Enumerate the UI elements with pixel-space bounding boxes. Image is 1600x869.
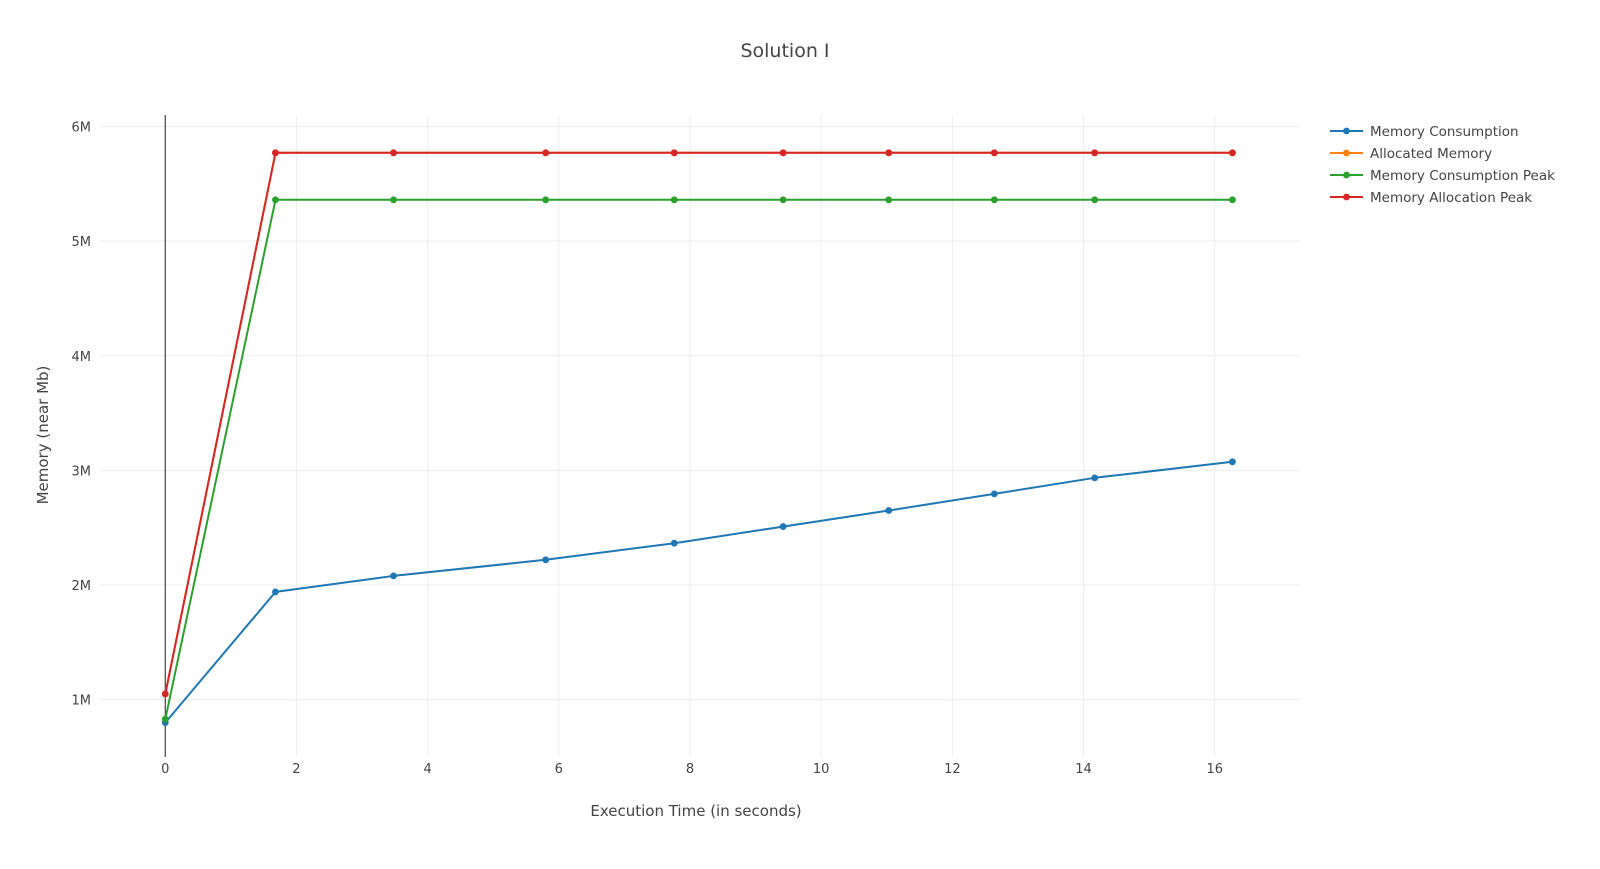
y-tick-label: 4M	[72, 350, 92, 365]
x-tick-label: 14	[1075, 762, 1092, 777]
legend-label: Allocated Memory	[1370, 146, 1492, 162]
data-point	[161, 690, 169, 698]
y-tick-label: 6M	[72, 120, 92, 135]
data-point	[779, 196, 787, 204]
data-point	[1229, 196, 1236, 204]
data-point	[272, 196, 279, 204]
y-tick-label: 3M	[72, 464, 92, 479]
legend-swatch-marker	[1343, 149, 1350, 157]
series-3	[161, 149, 1236, 698]
data-point	[1229, 149, 1236, 157]
x-tick-label: 6	[555, 762, 563, 777]
legend-item: Memory Consumption Peak	[1330, 168, 1555, 184]
series-2	[161, 196, 1236, 723]
data-point	[885, 196, 893, 204]
chart-title: Solution I	[740, 40, 829, 62]
grid-layer	[100, 115, 1300, 757]
data-point	[272, 149, 279, 157]
data-point	[990, 149, 998, 157]
x-tick-label: 8	[686, 762, 694, 777]
legend-swatch-marker	[1343, 127, 1350, 135]
data-point	[670, 196, 678, 204]
y-axis-title: Memory (near Mb)	[34, 366, 52, 505]
data-point	[542, 196, 550, 204]
y-tick-label: 5M	[72, 235, 92, 250]
data-point	[779, 149, 787, 157]
x-tick-label: 2	[292, 762, 300, 777]
y-tick-label: 2M	[72, 579, 92, 594]
data-point	[990, 196, 998, 204]
series-layer	[161, 149, 1236, 727]
data-point	[779, 523, 787, 530]
x-tick-label: 4	[423, 762, 431, 777]
legend-swatch-marker	[1343, 193, 1350, 201]
data-point	[390, 149, 397, 157]
data-point	[1091, 474, 1099, 482]
x-tick-label: 12	[944, 762, 961, 777]
data-point	[885, 149, 893, 157]
legend-item: Memory Consumption	[1330, 124, 1519, 140]
data-point	[161, 715, 169, 723]
legend-swatch-marker	[1343, 171, 1350, 179]
legend-label: Memory Consumption	[1370, 124, 1519, 140]
legend-item: Memory Allocation Peak	[1330, 190, 1532, 206]
data-point	[542, 149, 550, 157]
data-point	[1091, 196, 1099, 204]
x-tick-label: 16	[1206, 762, 1223, 777]
x-tick-label: 0	[161, 762, 169, 777]
data-point	[542, 556, 550, 564]
data-point	[390, 196, 397, 204]
data-point	[272, 588, 279, 596]
data-point	[885, 507, 893, 514]
series-line	[164, 198, 1233, 720]
series-line	[164, 151, 1233, 695]
legend-item: Allocated Memory	[1330, 146, 1492, 162]
series-0	[161, 458, 1236, 727]
data-point	[990, 490, 998, 498]
x-axis-title: Execution Time (in seconds)	[590, 802, 801, 820]
legend: Memory Consumption Allocated Memory Memory…	[1330, 124, 1555, 206]
series-line	[164, 460, 1233, 724]
legend-label: Memory Consumption Peak	[1370, 168, 1555, 184]
series-line	[164, 151, 1233, 695]
y-tick-label: 1M	[72, 694, 92, 709]
data-point	[670, 539, 678, 547]
axes-layer: 0 2 4 6 8 10 12 14 16 1M 2M 3M 4M 5M 6M	[72, 115, 1223, 777]
legend-label: Memory Allocation Peak	[1370, 190, 1532, 206]
data-point	[1091, 149, 1099, 157]
data-point	[390, 572, 397, 580]
x-tick-label: 10	[813, 762, 830, 777]
data-point	[1229, 458, 1236, 466]
series-1	[161, 149, 1236, 698]
data-point	[670, 149, 678, 157]
